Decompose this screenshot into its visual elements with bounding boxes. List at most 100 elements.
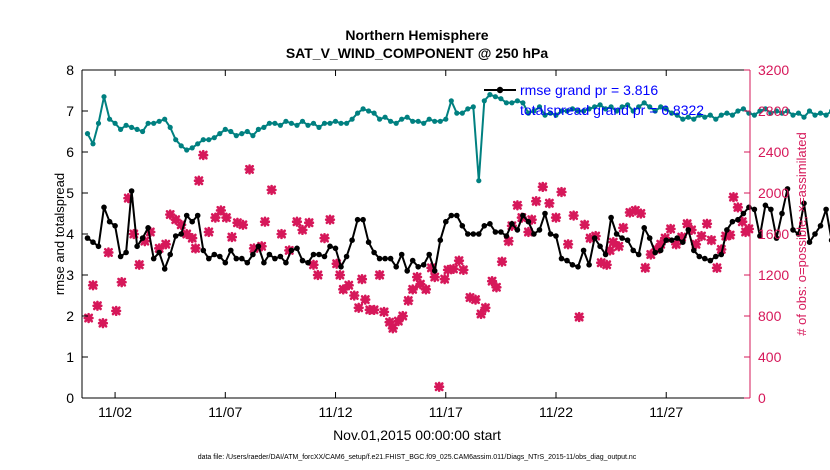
rmse-point — [454, 212, 460, 219]
totalspread-point — [713, 116, 719, 122]
totalspread-point — [443, 116, 449, 122]
rmse-point — [161, 266, 168, 272]
totalspread-point — [129, 124, 135, 130]
legend-rmse-marker — [496, 86, 504, 94]
rmse-point — [84, 235, 91, 241]
obs-assimilated-marker — [596, 257, 607, 268]
obs-assimilated-marker — [215, 205, 227, 216]
obs-assimilated-marker — [728, 191, 739, 203]
totalspread-point — [619, 104, 625, 110]
obs-assimilated-marker — [324, 214, 336, 225]
rmse-point — [773, 235, 780, 241]
obs-assimilated-marker — [737, 216, 748, 227]
totalspread-point — [305, 122, 311, 128]
obs-assimilated-marker — [198, 149, 209, 161]
obs-assimilated-marker — [181, 228, 192, 240]
rmse-point — [360, 216, 366, 223]
totalspread-point — [178, 143, 184, 149]
obs-assimilated-marker — [145, 226, 156, 238]
totalspread-point — [355, 110, 361, 116]
totalspread-point — [277, 122, 283, 128]
totalspread-point — [691, 116, 697, 122]
obs-assimilated-marker — [154, 243, 165, 254]
totalspread-point — [327, 120, 333, 126]
obs-assimilated-marker — [187, 232, 198, 244]
obs-assimilated-marker — [701, 218, 713, 229]
rmse-point — [718, 251, 725, 258]
totalspread-point — [184, 147, 190, 153]
totalspread-point — [404, 114, 410, 120]
totalspread-point — [476, 178, 482, 184]
totalspread-point — [255, 126, 261, 132]
y-tick-left-label: 2 — [66, 308, 74, 324]
obs-assimilated-marker — [393, 315, 404, 327]
obs-assimilated-marker — [475, 308, 487, 320]
obs-assimilated-marker — [618, 222, 629, 233]
obs-assimilated-marker — [139, 236, 150, 247]
rmse-point — [316, 251, 322, 258]
obs-assimilated-marker — [635, 208, 647, 219]
rmse-point — [448, 212, 455, 219]
obs-assimilated-marker — [671, 239, 682, 250]
obs-assimilated-marker — [384, 317, 395, 328]
obs-assimilated-marker — [743, 223, 755, 235]
obs-assimilated-marker — [338, 284, 349, 295]
rmse-point — [713, 253, 719, 260]
obs-assimilated-marker — [531, 196, 542, 207]
x-tick-label: 11/12 — [319, 404, 353, 420]
totalspread-point — [233, 133, 239, 139]
totalspread-point — [569, 106, 576, 112]
obs-assimilated-marker — [123, 192, 134, 204]
y-tick-right-label: 0 — [758, 390, 766, 406]
rmse-point — [542, 210, 548, 217]
rmse-point — [514, 227, 521, 233]
rmse-point — [652, 249, 658, 256]
rmse-point — [250, 251, 256, 258]
obs-assimilated-marker — [690, 239, 702, 250]
rmse-point — [194, 212, 201, 219]
totalspread-point — [509, 100, 515, 106]
totalspread-point — [432, 118, 438, 124]
rmse-point — [575, 264, 581, 270]
legend: rmse grand pr = 3.816 totalspread grand … — [484, 82, 704, 118]
totalspread-point — [316, 124, 322, 130]
totalspread-point — [817, 110, 824, 116]
totalspread-point — [641, 100, 647, 106]
y-tick-right-label: 800 — [758, 308, 782, 324]
rmse-point — [492, 229, 499, 235]
totalspread-point — [377, 116, 383, 122]
obs-assimilated-marker — [608, 237, 619, 248]
rmse-point — [564, 257, 570, 264]
totalspread-point — [321, 120, 328, 126]
totalspread-point — [173, 137, 179, 143]
obs-assimilated-marker — [210, 212, 221, 223]
rmse-point — [266, 251, 273, 258]
totalspread-point — [558, 108, 565, 114]
rmse-point — [393, 264, 400, 270]
obs-assimilated-marker — [464, 292, 476, 303]
y-tick-left-label: 3 — [66, 267, 74, 283]
totalspread-point — [740, 106, 747, 112]
y-tick-left-label: 1 — [66, 349, 74, 365]
rmse-point — [762, 202, 769, 209]
obs-assimilated-marker — [193, 175, 204, 186]
x-tick-label: 11/27 — [649, 404, 683, 420]
rmse-point — [520, 212, 526, 219]
rmse-point — [558, 255, 565, 262]
rmse-point — [757, 233, 763, 239]
totalspread-point — [718, 112, 724, 118]
totalspread-point — [795, 110, 802, 116]
totalspread-point — [101, 94, 107, 100]
totalspread-point — [658, 104, 664, 110]
obs-assimilated-marker — [303, 217, 315, 228]
rmse-point — [646, 235, 653, 241]
y-tick-right-label: 400 — [758, 349, 782, 365]
obs-assimilated-marker — [562, 239, 574, 250]
totalspread-point — [823, 112, 829, 118]
rmse-point — [470, 231, 477, 237]
rmse-point — [299, 257, 306, 264]
rmse-point — [95, 243, 102, 250]
obs-assimilated-marker — [420, 284, 432, 295]
totalspread-point — [757, 108, 763, 114]
obs-assimilated-marker — [308, 259, 319, 270]
